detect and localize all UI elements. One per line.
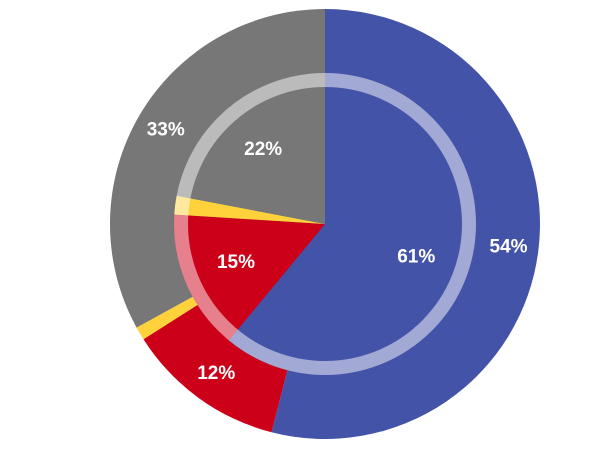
inner-slice-2	[174, 195, 325, 224]
inner-slice-0	[228, 73, 476, 375]
inner-label-0: 61%	[397, 246, 435, 267]
inner-label-1: 15%	[217, 252, 255, 273]
inner-slice-3	[176, 73, 325, 224]
data-labels: 54% 12% 33% 61% 15% 22%	[147, 119, 528, 384]
outer-label-0: 54%	[490, 237, 528, 258]
inner-label-3: 22%	[244, 139, 282, 160]
outer-label-1: 12%	[197, 363, 235, 384]
inner-pie	[174, 73, 476, 375]
separator-ring	[174, 73, 476, 375]
outer-label-3: 33%	[147, 119, 185, 140]
